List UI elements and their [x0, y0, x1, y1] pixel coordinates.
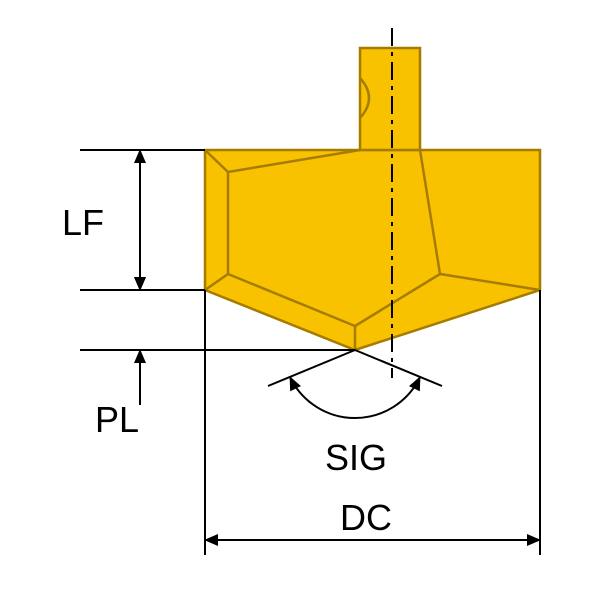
sig-ray-left: [268, 350, 355, 386]
tool-body: [205, 48, 540, 350]
sig-label: SIG: [325, 437, 387, 478]
lf-label: LF: [62, 202, 104, 243]
technical-diagram: LF PL SIG DC: [0, 0, 600, 600]
sig-ray-right: [355, 350, 442, 386]
sig-arc: [290, 377, 420, 418]
dc-label: DC: [340, 497, 392, 538]
pl-label: PL: [95, 399, 139, 440]
